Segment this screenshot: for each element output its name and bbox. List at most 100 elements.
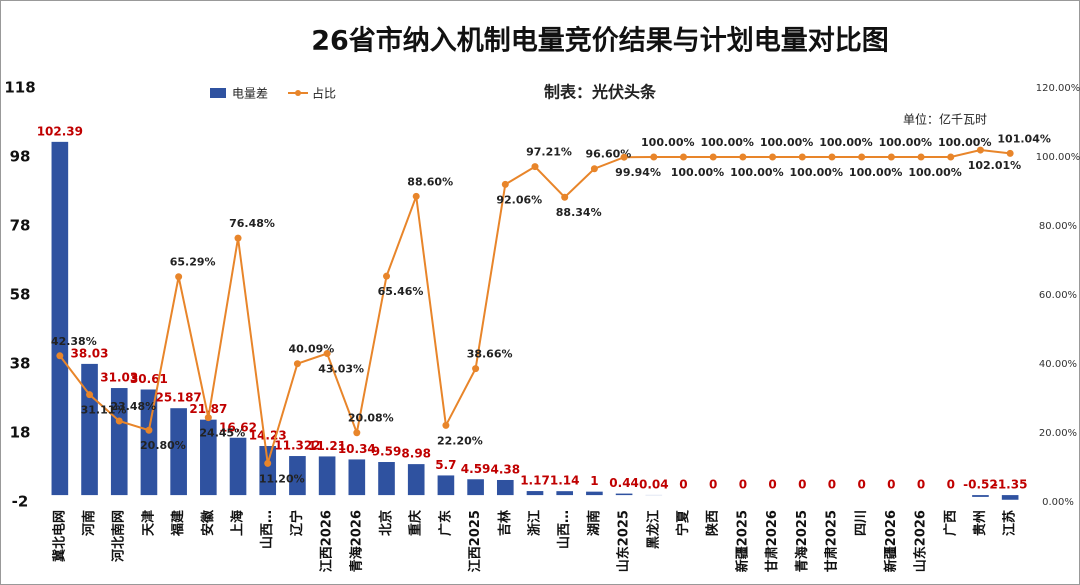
line-point xyxy=(175,273,183,281)
line-point xyxy=(1006,149,1014,157)
line-point xyxy=(976,146,984,154)
line-value-label: 23.48% xyxy=(110,400,156,413)
y-tick-label: 38 xyxy=(10,355,31,373)
line-point xyxy=(947,153,955,161)
x-tick-label: 新疆2026 xyxy=(883,510,899,572)
line-value-label: 96.60% xyxy=(585,148,631,161)
x-tick-label: 辽宁 xyxy=(289,510,305,536)
x-tick-label: 宁夏 xyxy=(675,509,691,536)
x-tick-label: 江西2026 xyxy=(319,510,335,572)
bar-value-label: -1.35 xyxy=(993,478,1028,492)
x-tick-label: 山西… xyxy=(556,510,572,549)
line-value-label: 92.06% xyxy=(496,193,542,206)
y-tick-label: 58 xyxy=(10,286,31,304)
x-tick-label: 河南 xyxy=(81,510,97,536)
line-value-label: 43.03% xyxy=(318,363,364,376)
line-point xyxy=(501,180,509,188)
bar xyxy=(556,491,574,496)
line-value-label: 100.00% xyxy=(908,166,961,179)
line-point xyxy=(234,234,242,242)
y2-tick-label: 0.00% xyxy=(1042,497,1074,508)
bar xyxy=(526,491,544,496)
bar-value-label: 11.21 xyxy=(308,439,346,453)
line-point xyxy=(472,365,480,373)
x-tick-label: 浙江 xyxy=(527,510,543,536)
line-value-label: 65.29% xyxy=(170,256,216,269)
line-value-label: 100.00% xyxy=(790,166,843,179)
line-value-label: 100.00% xyxy=(819,136,872,149)
bar xyxy=(318,456,336,496)
x-tick-label: 青海2025 xyxy=(794,510,810,572)
bar-value-label: 1.14 xyxy=(550,474,580,488)
line-point xyxy=(798,153,806,161)
x-tick-label: 湖南 xyxy=(586,510,602,536)
x-tick-label: 新疆2025 xyxy=(734,510,750,572)
y2-tick-label: 60.00% xyxy=(1039,290,1077,301)
x-tick-label: 北京 xyxy=(378,510,394,536)
bar-value-label: 0.04 xyxy=(639,477,669,491)
x-tick-label: 甘肃2025 xyxy=(823,510,839,572)
chart-title: 26省市纳入机制电量竞价结果与计划电量对比图 xyxy=(311,25,889,57)
y-tick-label: -2 xyxy=(12,493,29,511)
line-point xyxy=(858,153,866,161)
line-value-label: 100.00% xyxy=(730,166,783,179)
bar-value-label: 30.61 xyxy=(130,372,168,386)
bar-value-label: 10.34 xyxy=(338,442,376,456)
chart-subtitle: 制表：光伏头条 xyxy=(544,83,657,102)
bar-value-label: 16.62 xyxy=(219,420,257,434)
line-value-label: 101.04% xyxy=(997,132,1050,145)
bar xyxy=(229,437,247,496)
y-tick-label: 78 xyxy=(10,217,31,235)
line-point xyxy=(353,429,361,437)
line-point xyxy=(679,153,687,161)
line-point xyxy=(56,352,64,360)
x-tick-label: 山西… xyxy=(259,510,275,549)
bar-value-label: 0 xyxy=(768,478,776,492)
x-tick-label: 广东 xyxy=(437,510,453,536)
bar-value-label: 25.187 xyxy=(155,391,201,405)
line-value-label: 97.21% xyxy=(526,146,572,159)
line-value-label: 100.00% xyxy=(938,136,991,149)
line-point xyxy=(769,153,777,161)
bar-value-label: 0 xyxy=(947,478,955,492)
x-tick-label: 福建 xyxy=(170,510,186,537)
line-value-label: 42.38% xyxy=(51,335,97,348)
line-value-label: 100.00% xyxy=(700,136,753,149)
legend-swatch xyxy=(295,90,301,96)
bar xyxy=(81,363,98,496)
line-point xyxy=(264,459,272,467)
line-point xyxy=(620,153,628,161)
bar xyxy=(259,446,277,496)
line-value-label: 100.00% xyxy=(760,136,813,149)
line-value-label: 100.00% xyxy=(641,136,694,149)
bar xyxy=(110,388,128,496)
bar-value-label: 0 xyxy=(828,478,836,492)
bar-value-label: 102.39 xyxy=(37,124,83,138)
bar xyxy=(1001,495,1019,500)
line-point xyxy=(412,192,420,200)
x-tick-label: 重庆 xyxy=(408,510,424,536)
y-tick-label: 118 xyxy=(4,79,35,97)
bar-value-label: 5.7 xyxy=(435,458,456,472)
x-tick-label: 黑龙江 xyxy=(645,510,661,549)
line-point xyxy=(204,414,212,422)
x-tick-label: 山东2026 xyxy=(913,510,929,572)
bar-value-label: 11.322 xyxy=(274,439,320,453)
line-point xyxy=(442,421,450,429)
line-value-label: 102.01% xyxy=(968,159,1021,172)
line-value-label: 22.20% xyxy=(437,434,483,447)
line-point xyxy=(323,350,331,358)
bar xyxy=(348,459,366,496)
x-tick-label: 四川 xyxy=(854,510,869,536)
x-tick-label: 江西2025 xyxy=(467,510,483,572)
line-value-label: 24.45% xyxy=(199,427,245,440)
line-point xyxy=(887,153,895,161)
x-tick-label: 江苏 xyxy=(1002,510,1018,536)
line-point xyxy=(650,153,658,161)
y2-tick-label: 80.00% xyxy=(1039,221,1077,232)
bar-value-label: 0 xyxy=(857,478,865,492)
line-value-label: 11.20% xyxy=(259,472,305,485)
bar xyxy=(615,493,633,496)
bar-value-label: 1 xyxy=(590,474,598,488)
line-point xyxy=(145,426,153,434)
